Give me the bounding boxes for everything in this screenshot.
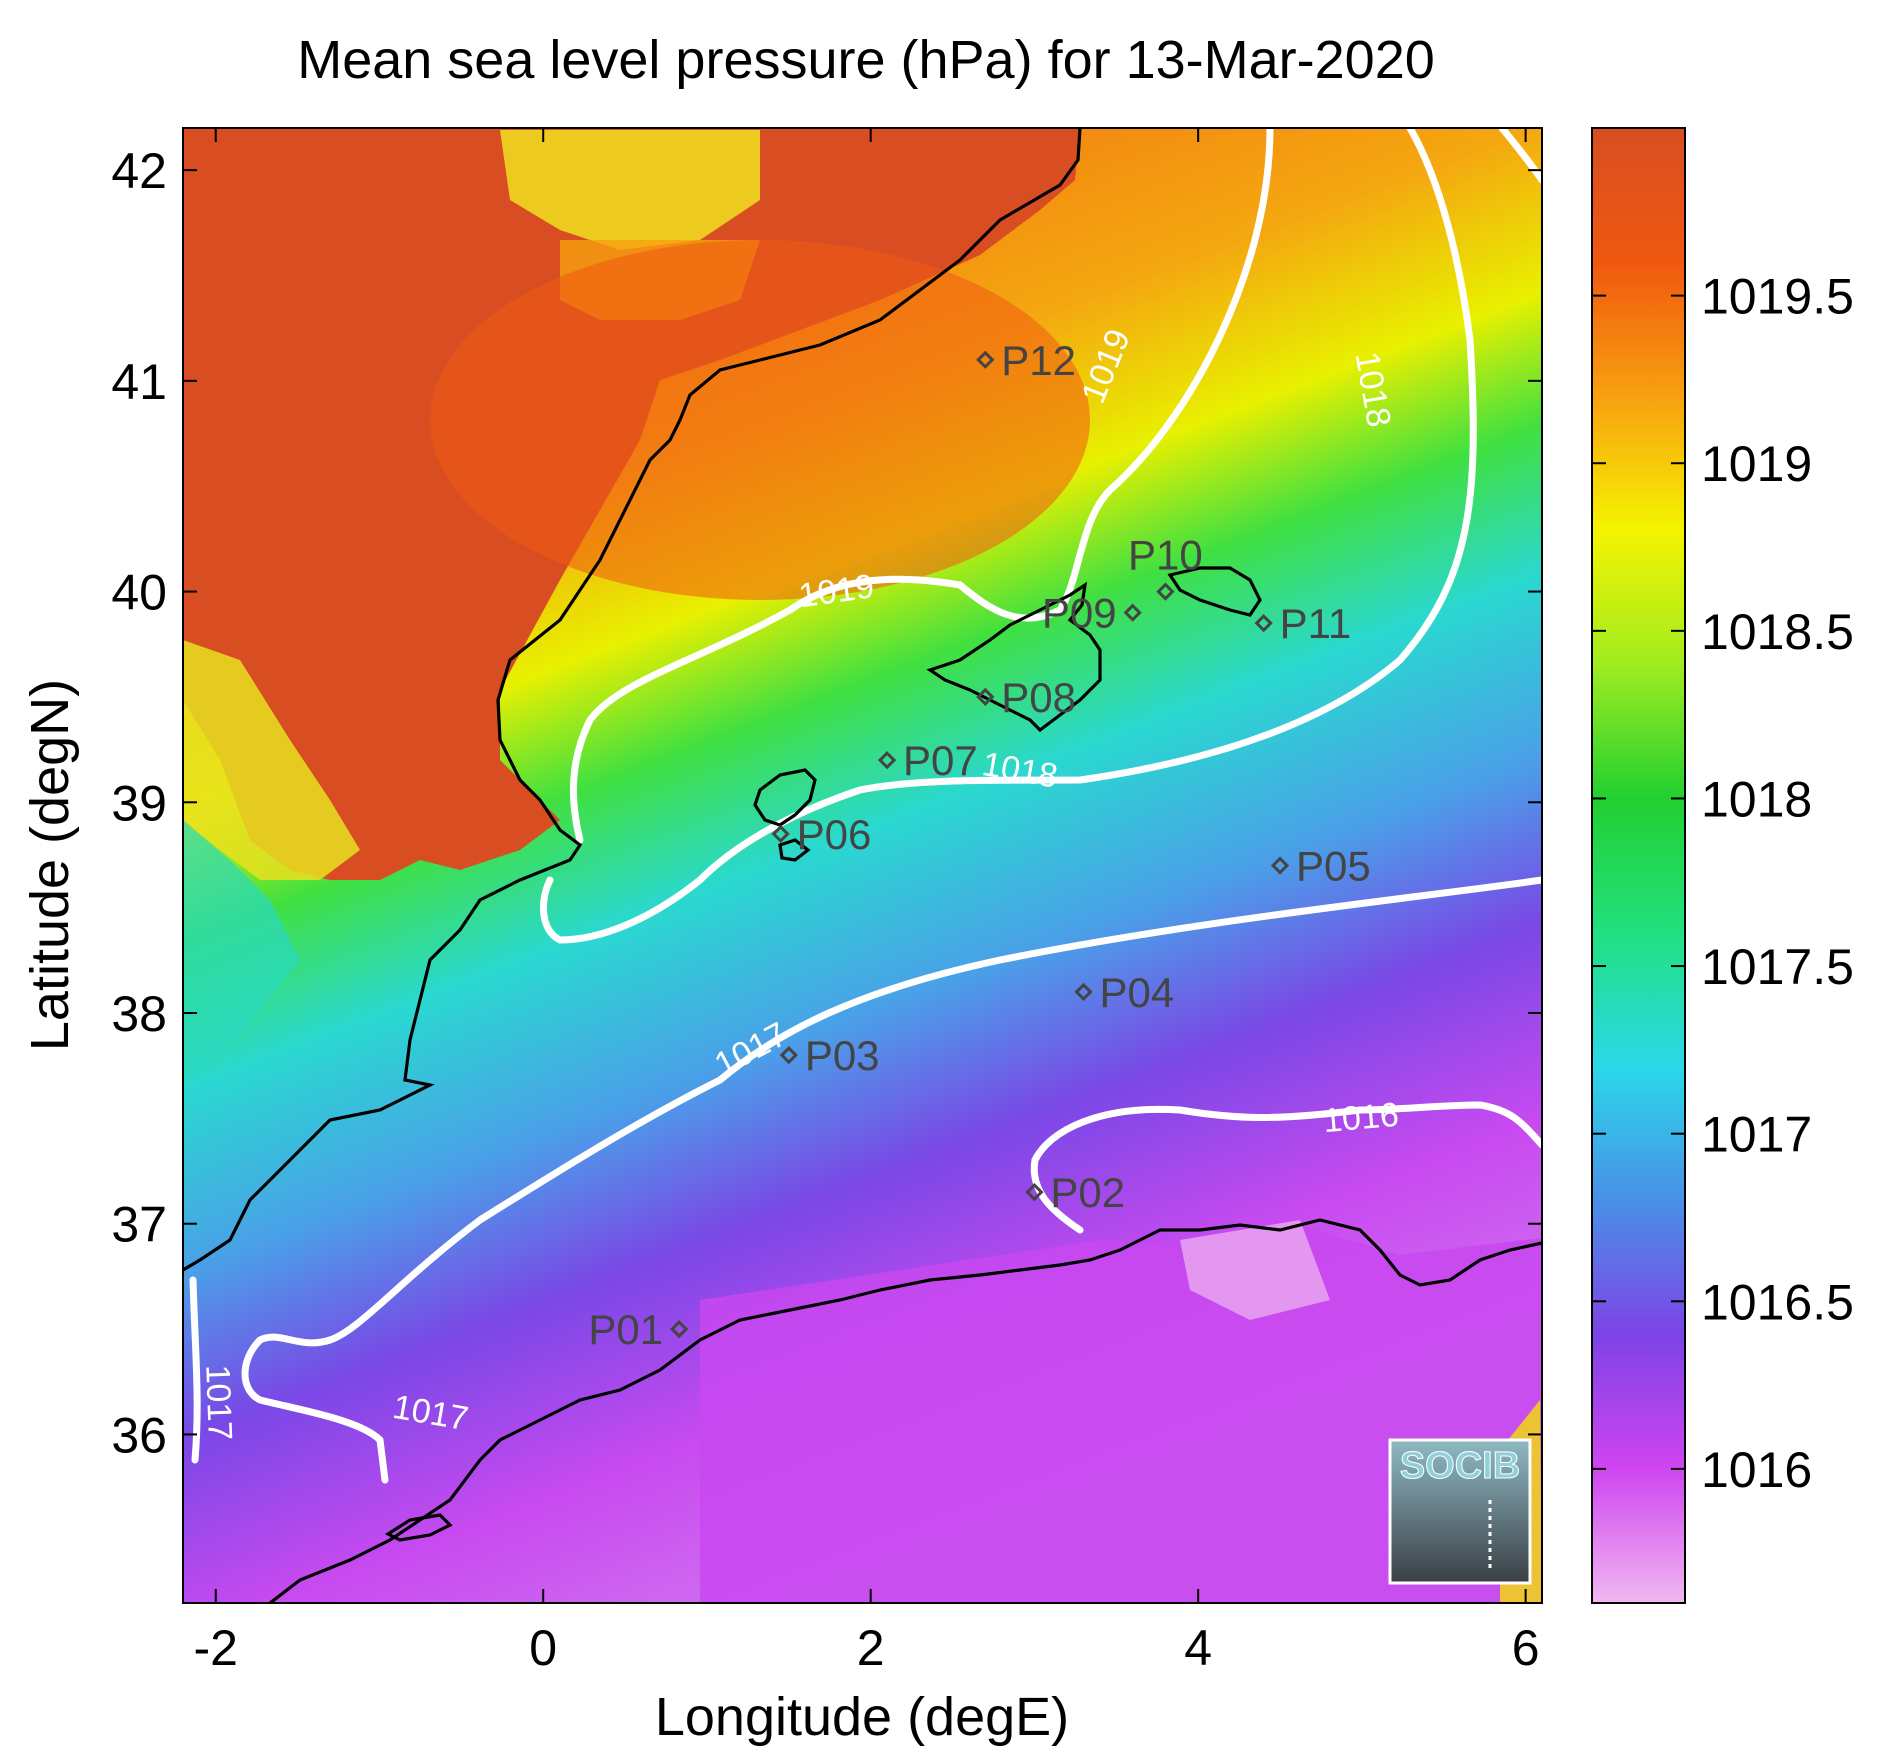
logo-text: SOCIB (1400, 1445, 1520, 1487)
y-tick-label: 36 (111, 1407, 167, 1463)
colorbar-tick-label: 1019.5 (1701, 269, 1854, 325)
station-marker-icon (1074, 982, 1093, 1002)
y-axis: 36 37 38 39 40 41 42 (111, 143, 1542, 1463)
station-p01[interactable]: P01 (588, 1306, 689, 1353)
contour-label: 1017 (198, 1364, 239, 1441)
x-tick-label: 2 (857, 1620, 885, 1676)
isobar-1017-west (189, 1276, 201, 1464)
station-p02[interactable]: P02 (1025, 1169, 1125, 1216)
station-p11[interactable]: P11 (1254, 600, 1352, 647)
station-label: P06 (797, 811, 872, 858)
x-tick-label: -2 (194, 1620, 238, 1676)
y-axis-label: Latitude (degN) (20, 679, 80, 1051)
iberia-high-region (183, 128, 1080, 880)
isobar-1018 (539, 128, 1477, 944)
iberia-coastline (183, 128, 1082, 1272)
station-label: P04 (1100, 969, 1175, 1016)
x-tick-label: 6 (1512, 1620, 1540, 1676)
station-p07[interactable]: P07 (877, 737, 978, 784)
station-label: P01 (588, 1306, 663, 1353)
menorca-coastline (1167, 566, 1262, 617)
coastlines (183, 128, 1542, 1603)
station-label: P07 (903, 737, 978, 784)
station-label: P03 (805, 1032, 880, 1079)
isobar-1017-main (241, 876, 1542, 1484)
station-marker-icon (877, 751, 897, 770)
isobar-1019 (569, 128, 1274, 844)
y-tick-label: 38 (111, 986, 167, 1042)
alboran-coastline (384, 1513, 453, 1542)
x-axis: -2 0 2 4 6 (194, 128, 1540, 1676)
map-frame (182, 127, 1543, 1604)
station-p03[interactable]: P03 (779, 1032, 880, 1079)
station-marker-icon (771, 824, 790, 844)
colorbar-tick-label: 1017.5 (1701, 939, 1854, 995)
station-marker-icon (1254, 614, 1273, 633)
ibiza-coastline (753, 768, 817, 827)
station-p09[interactable]: P09 (1042, 590, 1142, 637)
station-marker-icon (1123, 603, 1142, 622)
station-marker-icon (1270, 856, 1290, 875)
station-p05[interactable]: P05 (1270, 843, 1371, 890)
isobar-contours (189, 128, 1542, 1484)
y-tick-label: 37 (111, 1197, 167, 1253)
station-p08[interactable]: P08 (976, 674, 1076, 721)
station-label: P05 (1296, 843, 1371, 890)
y-tick-label: 42 (111, 143, 167, 199)
station-p10[interactable]: P10 (1128, 532, 1203, 601)
station-marker-icon (1025, 1182, 1044, 1202)
chart-title: Mean sea level pressure (hPa) for 13-Mar… (297, 30, 1435, 90)
station-label: P12 (1001, 337, 1076, 384)
station-marker-icon (669, 1319, 689, 1339)
colorbar-tick-label: 1018 (1701, 771, 1812, 827)
colorbar-tick-label: 1016 (1701, 1442, 1812, 1498)
pressure-field (183, 128, 1542, 1603)
y-tick-label: 41 (111, 354, 167, 410)
socib-logo: SOCIB (1388, 1438, 1532, 1585)
formentera-coastline (778, 838, 811, 862)
mallorca-coastline (926, 581, 1102, 733)
colorbar-tick-label: 1018.5 (1701, 604, 1854, 660)
colorbar-ticks: 1016 1016.5 1017 1017.5 1018 1018.5 1019 1019.5 (1592, 269, 1854, 1498)
colorbar-tick-label: 1016.5 (1701, 1274, 1854, 1330)
station-marker-icon (1156, 582, 1175, 601)
x-tick-label: 4 (1184, 1620, 1212, 1676)
isobar-1016 (1030, 1101, 1542, 1234)
station-p04[interactable]: P04 (1074, 969, 1175, 1016)
station-label: P09 (1042, 590, 1117, 637)
station-marker-icon (779, 1046, 798, 1065)
x-axis-label: Longitude (degE) (655, 1687, 1069, 1747)
station-marker-icon (976, 687, 995, 707)
station-label: P08 (1001, 674, 1076, 721)
y-tick-label: 39 (111, 775, 167, 831)
colorbar (1591, 127, 1686, 1604)
station-label: P10 (1128, 532, 1203, 579)
north-africa-low-region (700, 1225, 1542, 1603)
africa-coastline (269, 1218, 1542, 1603)
contour-label: 1016 (1322, 1096, 1401, 1140)
station-p06[interactable]: P06 (771, 811, 872, 858)
y-tick-label: 40 (111, 565, 167, 621)
station-marker-icon (976, 350, 995, 369)
station-label: P02 (1050, 1169, 1125, 1216)
colorbar-tick-label: 1019 (1701, 436, 1812, 492)
x-tick-label: 0 (529, 1620, 557, 1676)
station-p12[interactable]: P12 (976, 337, 1076, 384)
colorbar-tick-label: 1017 (1701, 1107, 1812, 1163)
station-label: P11 (1280, 600, 1352, 647)
